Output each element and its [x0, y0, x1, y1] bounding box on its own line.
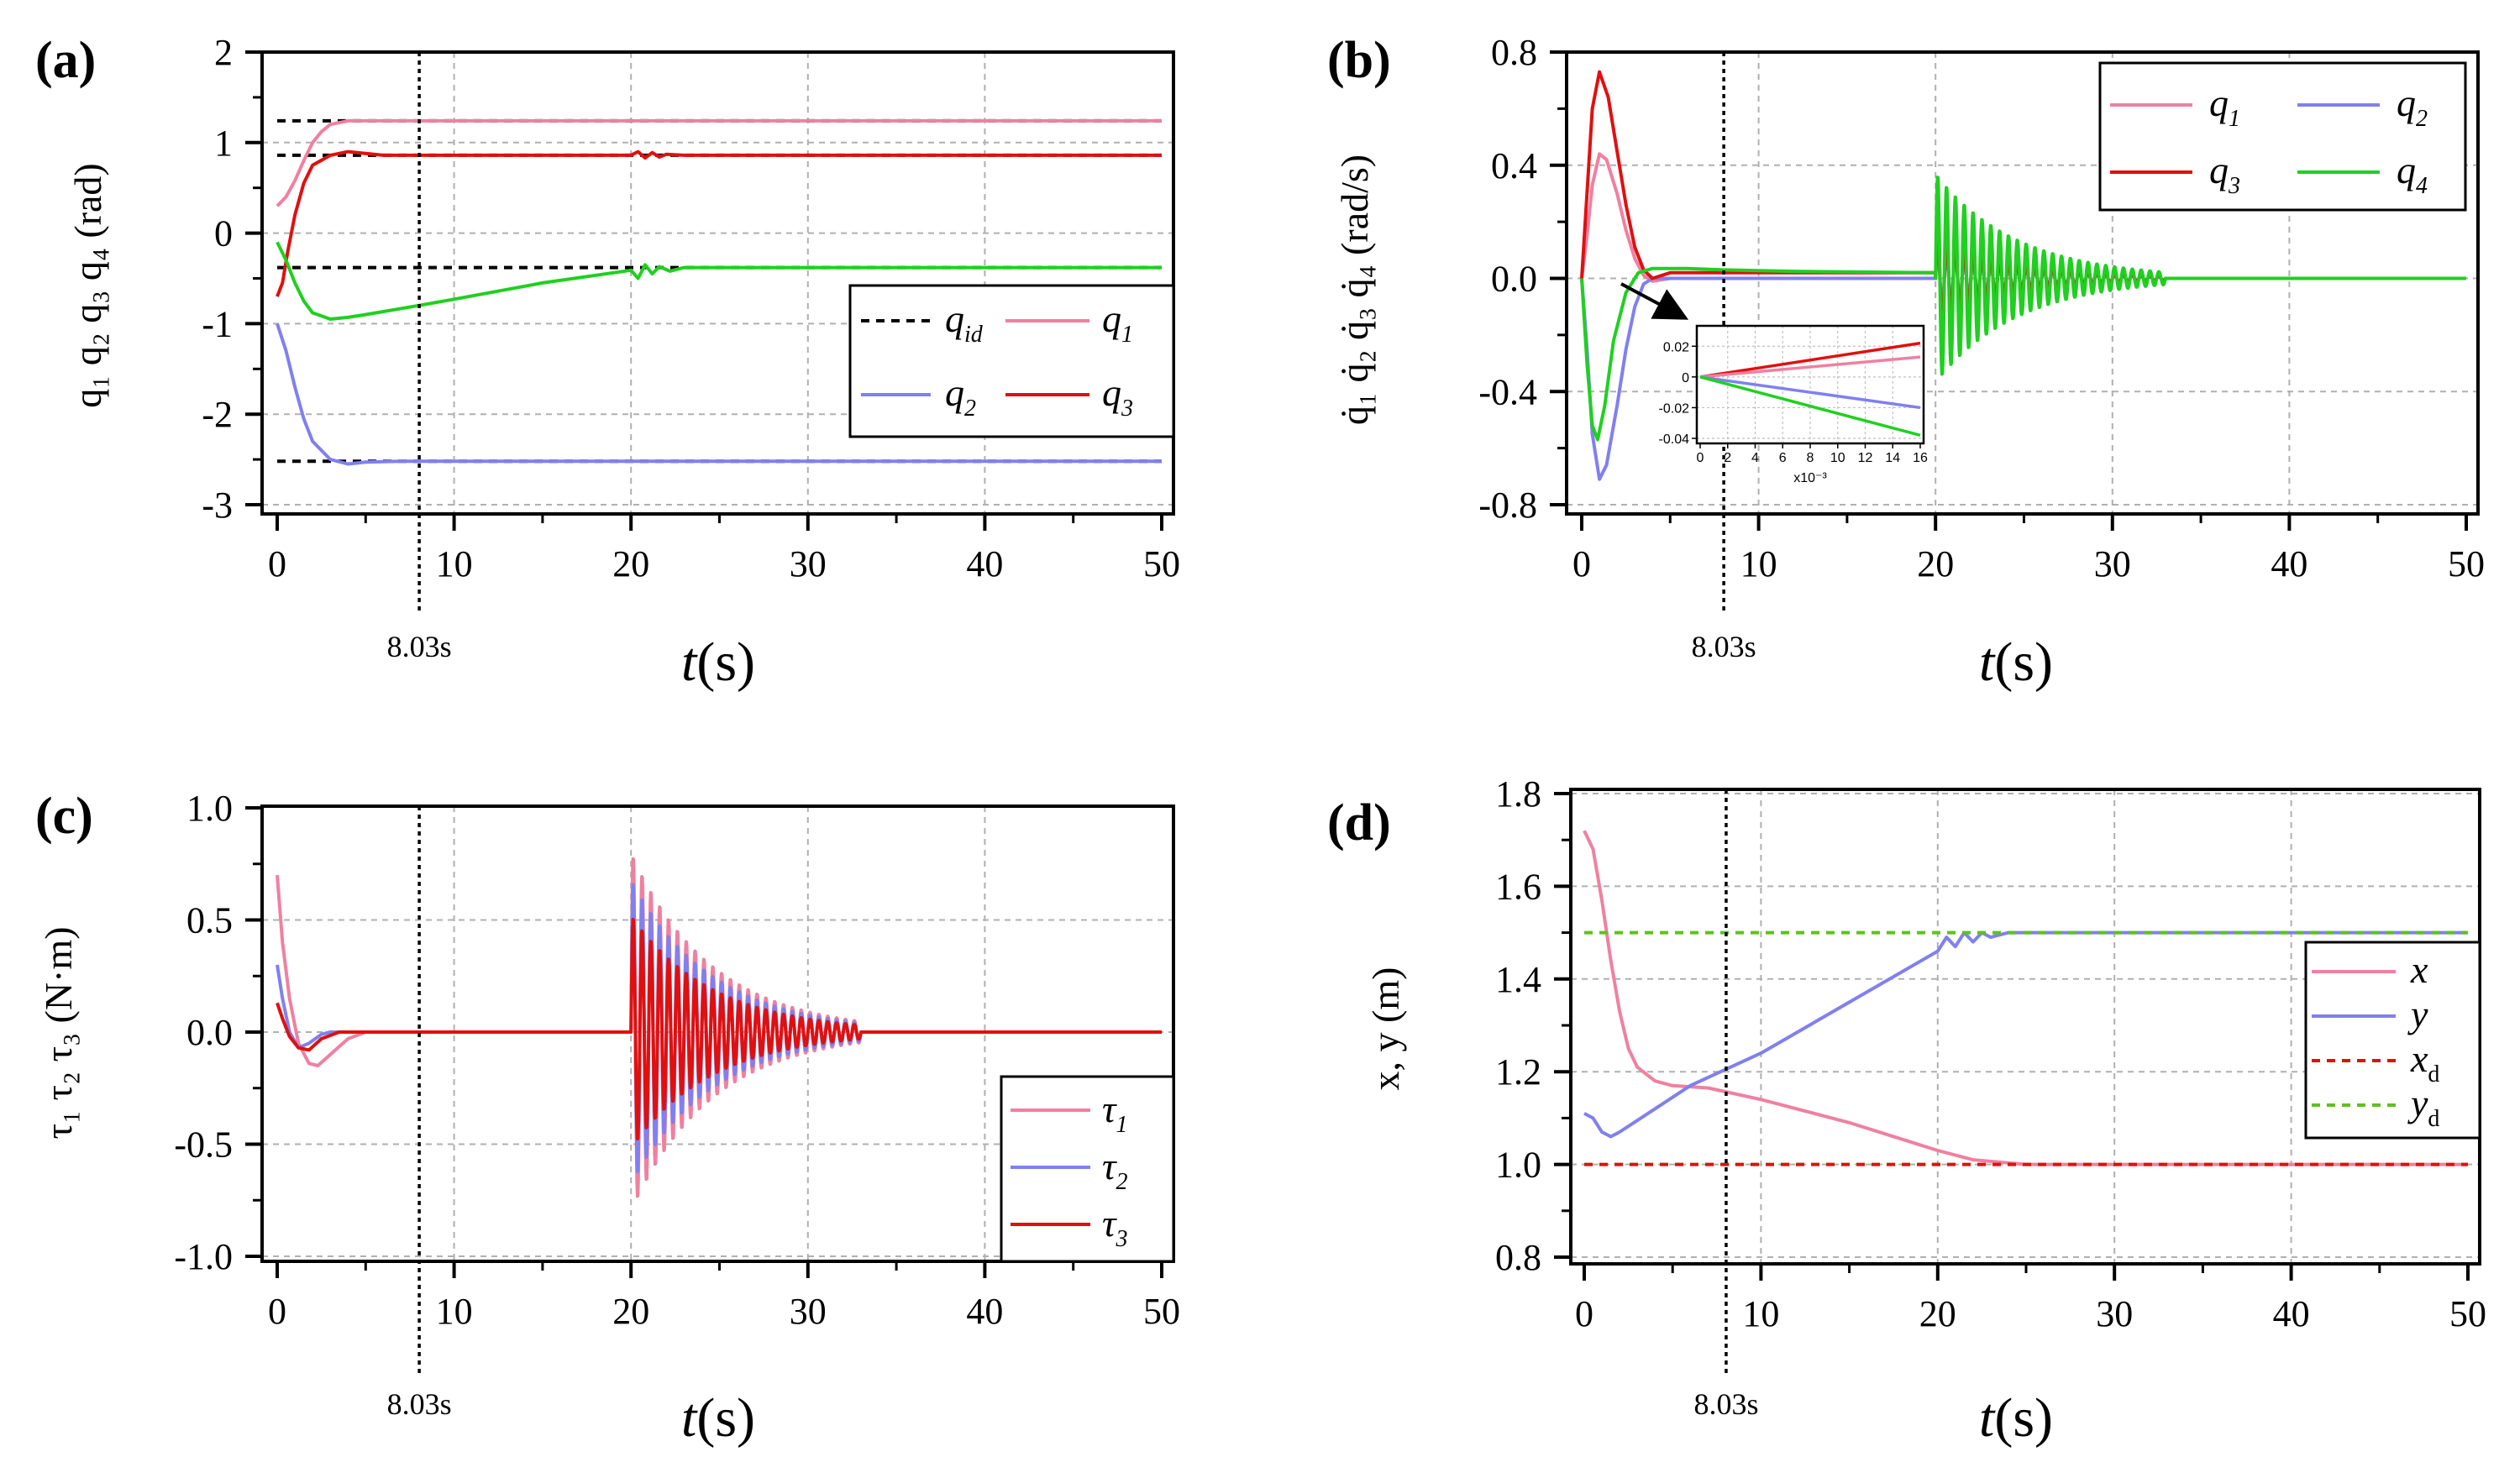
xlabel-unit: (s) — [696, 632, 755, 693]
inset-xtick-label: 0 — [1697, 451, 1704, 465]
xtick-label-50: 50 — [2448, 543, 2485, 584]
ytick-label--3: -3 — [202, 485, 233, 526]
ytick-label-0: 0 — [214, 213, 233, 254]
series-q3 — [277, 152, 1162, 297]
xtick-label-40: 40 — [966, 543, 1003, 584]
ytick-label-1.2: 1.2 — [1495, 1051, 1541, 1093]
ytick-label--1: -1.0 — [174, 1236, 233, 1277]
xtick-label-20: 20 — [612, 543, 649, 584]
panel-b-inset: 0 2 4 6 8 10 12 14 16 0.02 0 -0.02 -0.04 x10⁻³ — [1621, 284, 1928, 485]
panel-b-annotation: 8.03s — [1692, 630, 1756, 663]
xtick-label-30: 30 — [2096, 1293, 2133, 1334]
xtick-label-10: 10 — [1740, 543, 1777, 584]
xtick-label-30: 30 — [790, 543, 827, 584]
panel-c: (c) τ₁ τ₂ τ₃ (N·m) 0 10 20 30 40 50 1.0 0.5 0.0 -… — [35, 788, 1180, 1449]
xtick-label-40: 40 — [966, 1291, 1003, 1332]
xlabel-unit: (s) — [1994, 632, 2053, 693]
xtick-label-50: 50 — [1143, 1291, 1180, 1332]
xlabel-unit: (s) — [1994, 1387, 2053, 1449]
xtick-label-40: 40 — [2273, 1293, 2310, 1334]
ytick-label--1: -1 — [202, 303, 233, 344]
panel-c-xlabel: t(s) — [681, 1387, 755, 1449]
ytick-label-0.8: 0.8 — [1491, 32, 1537, 73]
legend-y-text: y — [2407, 993, 2428, 1035]
panel-b-label: (b) — [1327, 32, 1391, 89]
panel-d-label: (d) — [1327, 794, 1391, 852]
panel-b-xlabel: t(s) — [1979, 632, 2053, 693]
ytick-label-1.4: 1.4 — [1495, 959, 1541, 1000]
xtick-label-50: 50 — [2449, 1293, 2486, 1334]
ytick-label--2: -2 — [202, 394, 233, 435]
xlabel-t: t — [681, 1387, 698, 1449]
panel-c-legend: τ1 τ2 τ3 — [1001, 1077, 1173, 1261]
panel-d: (d) x, y (m) 0 10 20 30 40 50 1.8 1.6 1.4 1.2 1.0 0… — [1327, 773, 2486, 1449]
panel-a-xlabel: t(s) — [681, 632, 755, 693]
xtick-label-10: 10 — [436, 543, 473, 584]
inset-ytick-label: 0 — [1682, 371, 1689, 385]
ytick-label--0.8: -0.8 — [1478, 485, 1537, 526]
ytick-label-1: 1.0 — [1495, 1145, 1541, 1186]
xlabel-t: t — [1979, 1387, 1996, 1449]
xtick-label-0: 0 — [1575, 1293, 1593, 1334]
xtick-label-20: 20 — [1919, 1293, 1956, 1334]
xtick-label-0: 0 — [268, 543, 286, 584]
ytick-label-1.8: 1.8 — [1495, 773, 1541, 815]
inset-ytick-label: -0.02 — [1659, 401, 1690, 416]
panel-d-annotation: 8.03s — [1693, 1387, 1758, 1421]
inset-ytick-label: -0.04 — [1659, 432, 1690, 447]
xtick-label-30: 30 — [2094, 543, 2131, 584]
panel-a-label: (a) — [35, 32, 96, 89]
inset-xtick-label: 8 — [1807, 451, 1814, 465]
panel-c-label: (c) — [35, 788, 93, 845]
xtick-label-20: 20 — [1917, 543, 1954, 584]
xlabel-t: t — [681, 632, 698, 693]
series-q1 — [277, 121, 1162, 206]
xtick-label-0: 0 — [1572, 543, 1591, 584]
panel-b: (b) q̇₁ q̇₂ q̇₃ q̇₄ (rad/s) 0 10 20 30 40 500… — [1327, 32, 2485, 693]
legend-x-text: x — [2410, 948, 2428, 991]
xtick-label-50: 50 — [1143, 543, 1180, 584]
inset-arrow — [1621, 284, 1683, 317]
panel-c-annotation: 8.03s — [387, 1387, 452, 1421]
panel-a: (a) q₁ q₂ q₃ q₄ (rad) 0 10 20 30 40 50210-1-2… — [35, 32, 1180, 693]
inset-xtick-label: 2 — [1724, 451, 1731, 465]
panel-c-ylabel: τ₁ τ₂ τ₃ (N·m) — [37, 926, 80, 1139]
ytick-label-1.6: 1.6 — [1495, 866, 1541, 907]
ytick-label--0.5: -0.5 — [174, 1124, 233, 1166]
inset-xscale-label: x10⁻³ — [1793, 471, 1827, 485]
inset-xtick-label: 6 — [1779, 451, 1787, 465]
ytick-label-0: 0.0 — [186, 1012, 233, 1053]
ytick-label-0: 0.0 — [1491, 259, 1537, 300]
panel-a-annotation: 8.03s — [387, 630, 452, 663]
ytick-label-0.8: 0.8 — [1495, 1237, 1541, 1278]
xtick-label-10: 10 — [436, 1291, 473, 1332]
ytick-label-1: 1 — [214, 123, 233, 164]
inset-xtick-label: 12 — [1858, 451, 1873, 465]
inset-xtick-label: 10 — [1830, 451, 1845, 465]
inset-ytick-label: 0.02 — [1663, 340, 1689, 354]
xlabel-t: t — [1979, 632, 1996, 693]
panel-a-legend: qid q1 q2 q3 — [850, 286, 1173, 437]
inset-xtick-label: 16 — [1913, 451, 1928, 465]
xtick-label-0: 0 — [268, 1291, 286, 1332]
panel-d-xlabel: t(s) — [1979, 1387, 2053, 1449]
xlabel-unit: (s) — [696, 1387, 755, 1449]
xtick-label-40: 40 — [2271, 543, 2307, 584]
xtick-label-10: 10 — [1742, 1293, 1779, 1334]
ytick-label-0.5: 0.5 — [186, 900, 233, 941]
ytick-label-2: 2 — [214, 32, 233, 73]
panel-a-ylabel: q₁ q₂ q₃ q₄ (rad) — [66, 163, 109, 408]
ytick-label-0.4: 0.4 — [1491, 145, 1537, 186]
panel-b-ylabel: q̇₁ q̇₂ q̇₃ q̇₄ (rad/s) — [1333, 155, 1376, 425]
ytick-label-1: 1.0 — [186, 788, 233, 829]
ytick-label--0.4: -0.4 — [1478, 371, 1537, 412]
xtick-label-20: 20 — [612, 1291, 649, 1332]
figure-canvas: (a) q₁ q₂ q₃ q₄ (rad) 0 10 20 30 40 50210-1-2… — [0, 0, 2520, 1457]
xtick-label-30: 30 — [790, 1291, 827, 1332]
panel-b-legend: q1 q2 q3 q4 — [2100, 63, 2465, 210]
inset-xtick-label: 14 — [1885, 451, 1900, 465]
inset-xtick-label: 4 — [1751, 451, 1759, 465]
panel-d-ylabel: x, y (m) — [1364, 967, 1407, 1091]
panel-d-legend: x y xd yd — [2306, 942, 2480, 1138]
